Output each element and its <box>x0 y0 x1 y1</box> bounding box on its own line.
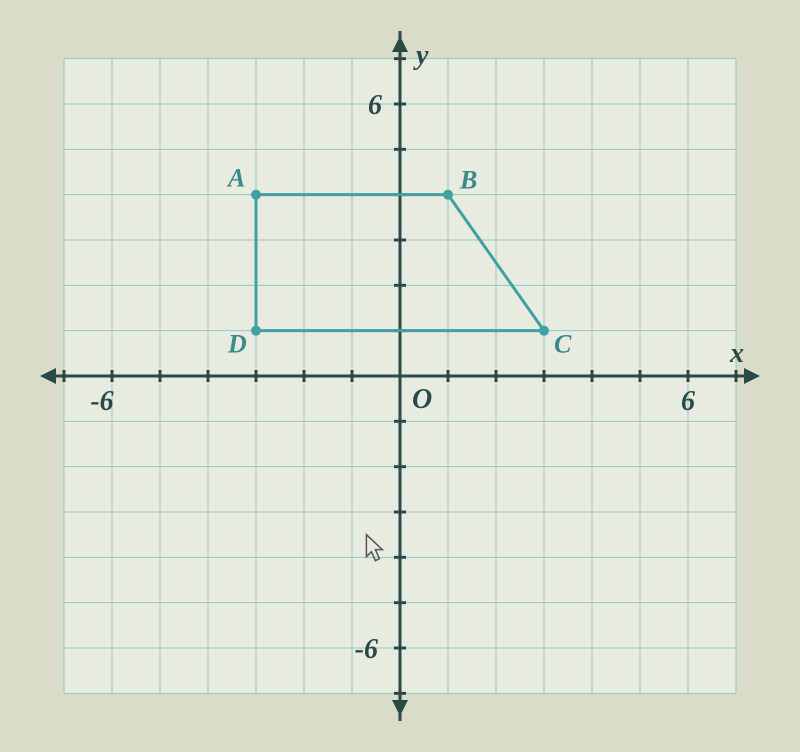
y-pos-tick-label: 6 <box>368 90 382 121</box>
x-axis-label: x <box>729 338 744 369</box>
vertex-c <box>539 326 549 336</box>
y-axis-label: y <box>413 40 429 71</box>
x-pos-tick-label: 6 <box>681 386 695 417</box>
chart-canvas: -66-66yxOABCD <box>20 16 780 736</box>
vertex-label-c: C <box>554 330 572 359</box>
vertex-b <box>443 190 453 200</box>
vertex-a <box>251 190 261 200</box>
vertex-label-b: B <box>459 166 477 195</box>
vertex-label-a: A <box>226 164 245 193</box>
vertex-label-d: D <box>227 330 247 359</box>
origin-label: O <box>412 384 432 415</box>
vertex-d <box>251 326 261 336</box>
coordinate-plane-chart: -66-66yxOABCD <box>20 16 780 736</box>
y-neg-tick-label: -6 <box>355 634 378 665</box>
x-neg-tick-label: -6 <box>90 386 113 417</box>
